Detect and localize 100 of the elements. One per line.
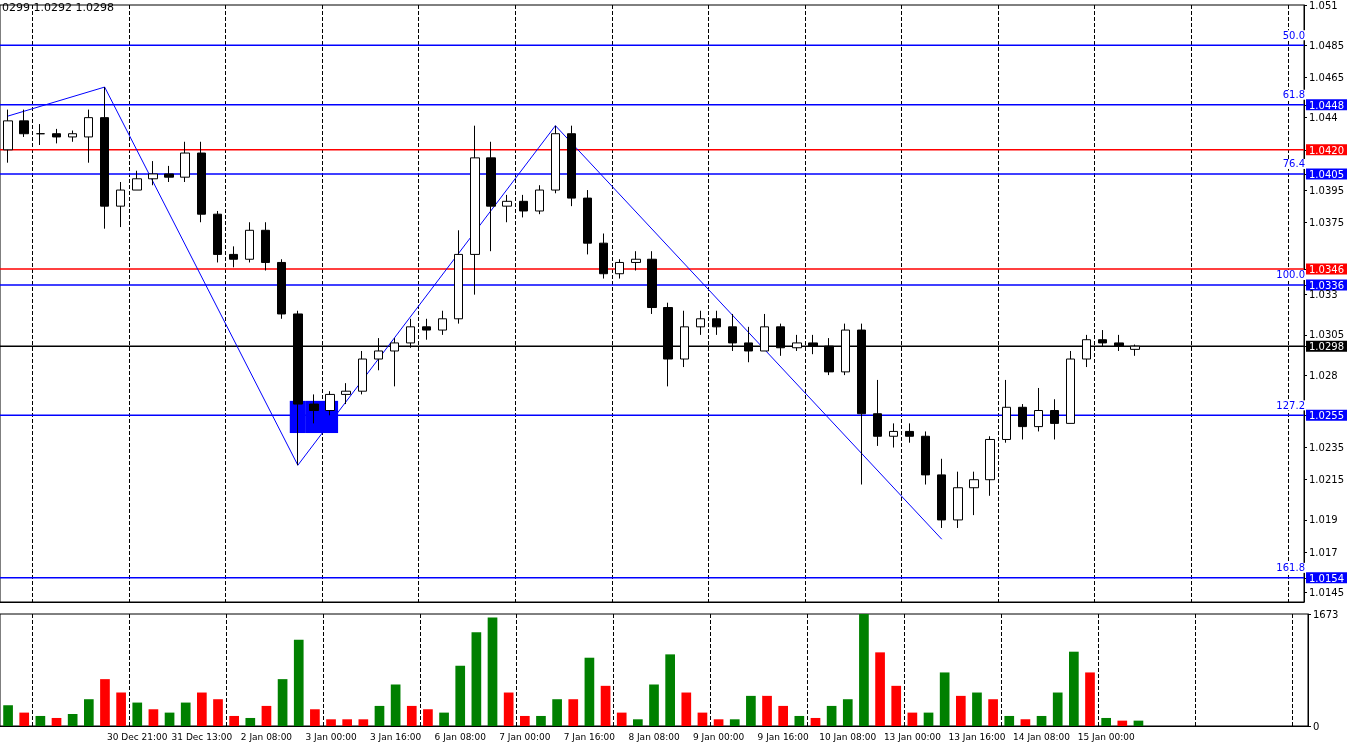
bar [988,699,998,726]
x-tick-label: 8 Jan 08:00 [628,731,680,742]
y-tick-label: 1.0375 [1309,216,1345,228]
candlestick [148,160,158,186]
candlestick [599,233,608,280]
candlestick [438,310,447,336]
bar [1101,717,1111,726]
x-tick-label: 30 Dec 21:00 [106,731,168,742]
y-tick-label: 1.0465 [1309,71,1345,83]
y-tick-label: 1.044 [1309,112,1338,124]
bar [681,692,692,726]
candlestick [969,471,979,516]
bar [374,705,385,726]
y-tick-label: 1.051 [1309,0,1338,11]
y-tick-label: 1.0405 [1309,168,1345,180]
bar [1117,720,1128,726]
bar [729,719,740,726]
candlestick [1050,398,1059,440]
annotation: 0299 1.0292 1.0298 [2,1,114,14]
y-tick-label: 1.017 [1309,546,1338,558]
bar [148,709,159,726]
bar [310,709,320,726]
candlestick [325,390,335,416]
candlestick [615,258,624,280]
candlestick [19,109,29,138]
bar [35,715,46,726]
bar [842,699,853,726]
bar [859,614,869,726]
bar [778,705,789,726]
bar [132,702,143,726]
annotation: 76.4 [1282,158,1305,170]
y-tick-label: 1.0255 [1309,410,1345,422]
candlestick [164,165,174,183]
bar [326,719,336,726]
bar [697,712,708,726]
bar [746,695,756,726]
candlestick [68,130,77,143]
bar [633,719,643,726]
annotation: 100.0 [1276,269,1306,281]
bar [1085,672,1095,726]
bar [19,712,30,726]
candlestick [519,194,528,218]
y-tick-label: 1.0145 [1309,586,1345,598]
x-tick-label: 10 Jan 08:00 [819,731,877,742]
candlestick [197,141,206,223]
bar [568,699,579,726]
candlestick [712,310,721,336]
x-tick-label: 9 Jan 16:00 [757,731,810,742]
candlestick [229,245,238,268]
candlestick [567,125,576,207]
candlestick [116,181,125,228]
candlestick [985,435,995,497]
bar [471,632,482,726]
bar [277,679,288,726]
bar [358,719,369,726]
bar [439,712,449,726]
bar [261,705,272,726]
candlestick [1066,350,1075,424]
bar [762,695,772,726]
bar [390,684,401,726]
bar [3,705,13,726]
candlestick [3,109,13,164]
y-tick-label: 1.0448 [1309,99,1345,111]
y-tick-label: 1.0346 [1309,263,1345,275]
x-tick-label: 31 Dec 13:00 [171,731,233,742]
bar [794,715,805,726]
bar [67,713,78,726]
bar [891,685,902,726]
x-tick-label: 15 Jan 00:00 [1077,731,1135,742]
candlestick [905,422,914,444]
x-tick-label: 7 Jan 16:00 [563,731,616,742]
bar [519,715,530,726]
bar [197,692,207,726]
candlestick [245,221,254,263]
y-tick-label: 0 [1313,720,1320,732]
candlestick [36,123,45,146]
annotation: 161.8 [1276,562,1306,574]
bar [213,699,223,726]
bar [342,719,353,726]
candlestick [631,250,641,272]
x-tick-label: 13 Jan 16:00 [948,731,1006,742]
candlestick [583,189,592,255]
bar [826,705,837,726]
candlestick [341,382,351,405]
candlestick [277,258,286,320]
bar [616,712,627,726]
bar [245,717,256,726]
bar [1020,719,1031,726]
candlestick [551,125,560,194]
y-tick-label: 1.033 [1309,289,1338,301]
bar [1069,651,1079,726]
y-tick-label: 1.0154 [1309,572,1345,584]
y-tick-label: 1.0420 [1309,144,1345,156]
bar [939,672,950,726]
bar [713,719,724,726]
candlestick [454,229,463,325]
annotation: 61.8 [1282,89,1305,101]
bar [536,715,546,726]
candlestick [422,318,431,341]
bar [487,617,498,726]
